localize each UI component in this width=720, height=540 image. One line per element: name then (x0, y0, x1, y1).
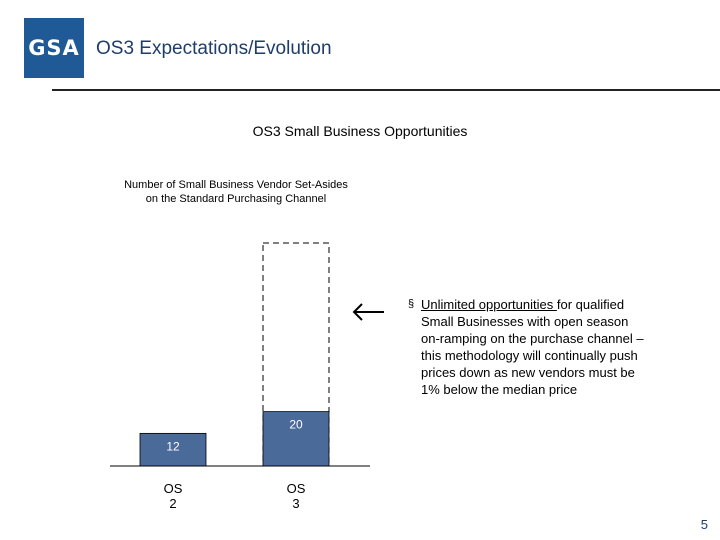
chart-title: Number of Small Business Vendor Set-Asid… (100, 178, 372, 206)
bullet-icon: § (408, 298, 415, 310)
category-label: OS (164, 481, 183, 496)
callout-emphasis: Unlimited opportunities (421, 297, 557, 312)
callout-body: for qualified Small Businesses with open… (421, 297, 644, 397)
gsa-logo: GSA (24, 18, 84, 78)
chart-title-line-2: on the Standard Purchasing Channel (145, 193, 327, 205)
category-label: OS (287, 481, 306, 496)
slide-title: OS3 Expectations/Evolution (96, 38, 332, 59)
data-label: 12 (166, 439, 180, 453)
title-divider (52, 89, 720, 91)
page-number: 5 (700, 517, 708, 532)
bar-os3 (262, 411, 330, 467)
bar-os2 (139, 432, 207, 467)
data-label: 20 (289, 418, 303, 432)
chart-title-line-1: Number of Small Business Vendor Set-Asid… (124, 179, 348, 191)
section-title: OS3 Small Business Opportunities (252, 123, 468, 139)
category-label: 3 (292, 496, 299, 511)
category-label: 2 (169, 496, 176, 511)
callout-bullet: § Unlimited opportunities for qualified … (408, 296, 644, 398)
callout-text: Unlimited opportunities for qualified Sm… (421, 296, 644, 398)
